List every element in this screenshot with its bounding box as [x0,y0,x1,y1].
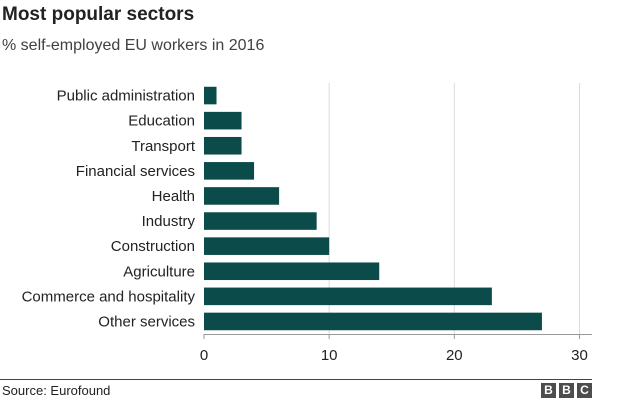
bar [204,162,255,180]
category-label: Health [152,188,195,205]
category-label: Commerce and hospitality [22,288,196,305]
category-label: Public administration [57,88,195,105]
source-note: Source: Eurofound [2,383,111,398]
x-tick-label: 0 [200,347,208,364]
bar [204,136,242,155]
chart-subtitle: % self-employed EU workers in 2016 [2,37,265,54]
x-tick-label: 20 [446,347,463,364]
tick-label-layer: 0 10 20 30 [200,347,588,364]
footer-divider [0,379,592,380]
bbc-logo-letter-b2: B [559,383,574,398]
category-label-layer: Public administration Education Transport F… [22,88,196,331]
bar [204,237,330,255]
x-tick-label: 30 [571,347,588,364]
bar [204,111,242,130]
bbc-logo: B B C [541,383,592,398]
bar [204,212,317,230]
bar [204,287,492,306]
bar [204,312,542,331]
bbc-logo-letter-b1: B [541,383,556,398]
chart-title: Most popular sectors [2,4,195,25]
bar [204,187,280,205]
category-label: Education [128,113,195,130]
category-label: Transport [131,138,195,155]
bar-layer [204,86,542,331]
bbc-logo-letter-c: C [577,383,592,398]
bar-chart: Public administration Education Transport F… [22,83,592,364]
category-label: Industry [142,213,196,230]
bar [204,86,217,105]
category-label: Financial services [76,163,195,180]
category-label: Construction [111,238,195,255]
category-label: Agriculture [123,263,195,280]
bar [204,262,380,281]
category-label: Other services [98,313,195,330]
x-tick-label: 10 [321,347,338,364]
